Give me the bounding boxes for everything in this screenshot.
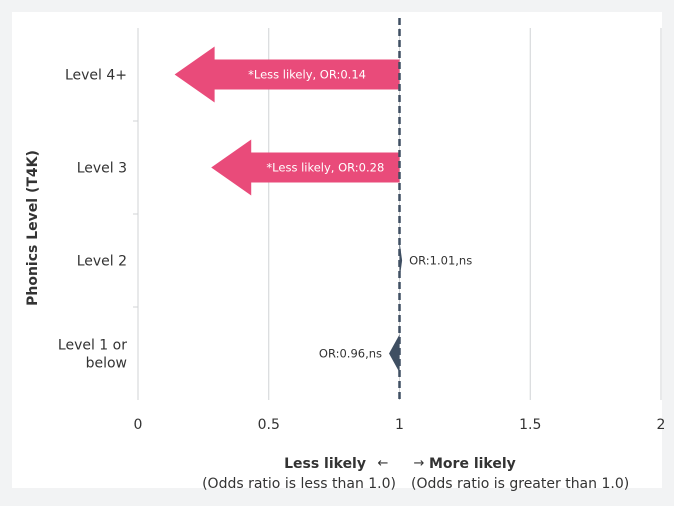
direction-left-arrow: ← — [378, 456, 389, 471]
category-label: below — [86, 356, 127, 372]
chart-panel — [12, 12, 662, 488]
bar-label: *Less likely, OR:0.28 — [266, 161, 384, 175]
direction-legend: Less likely ← (Odds ratio is less than 1.0… — [202, 456, 629, 492]
direction-right-note: (Odds ratio is greater than 1.0) — [411, 476, 629, 492]
bar-arrow — [389, 334, 400, 373]
y-axis-categories: Level 4+ Level 3 Level 2 Level 1 or below — [58, 68, 127, 372]
category-label: Level 4+ — [65, 68, 127, 84]
bar-label: OR:1.01,ns — [409, 254, 472, 268]
x-tick-label: 0 — [134, 417, 143, 433]
x-axis-ticks: 0 0.5 1 1.5 2 — [134, 417, 666, 433]
x-tick-label: 2 — [657, 417, 666, 433]
x-tick-label: 0.5 — [258, 417, 280, 433]
category-label: Level 1 or — [58, 338, 127, 354]
direction-left-title: Less likely — [284, 456, 366, 472]
direction-right-title: More likely — [429, 456, 516, 472]
bar-label: *Less likely, OR:0.14 — [248, 68, 366, 82]
bar-arrow — [174, 46, 400, 103]
x-tick-label: 1 — [395, 417, 404, 433]
bar-arrow — [211, 139, 400, 196]
bar-label: OR:0.96,ns — [319, 347, 382, 361]
category-label: Level 3 — [77, 161, 127, 177]
category-label: Level 2 — [77, 254, 127, 270]
bars: *Less likely, OR:0.14 *Less likely, OR:0.… — [174, 46, 472, 373]
direction-left-note: (Odds ratio is less than 1.0) — [202, 476, 396, 492]
y-axis-label: Phonics Level (T4K) — [25, 150, 41, 306]
direction-right-arrow: → — [414, 456, 425, 471]
x-tick-label: 1.5 — [519, 417, 541, 433]
